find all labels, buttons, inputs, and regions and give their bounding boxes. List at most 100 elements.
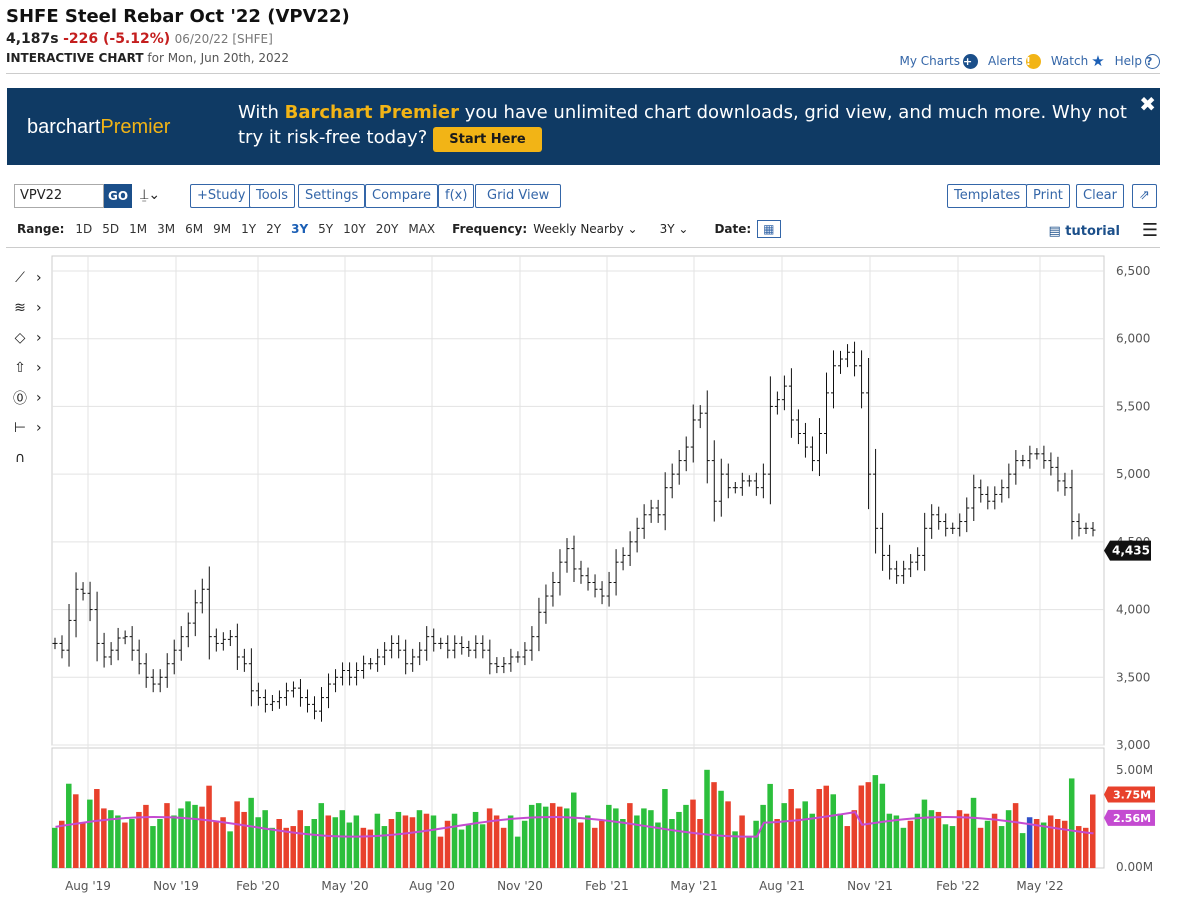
- range-1d[interactable]: 1D: [75, 222, 93, 236]
- volume-bar: [108, 810, 114, 868]
- range-max[interactable]: MAX: [408, 222, 436, 236]
- volume-bar: [1075, 826, 1082, 868]
- shape-tool[interactable]: ◇ ›: [10, 328, 46, 348]
- chevron-down-icon: ⌄: [678, 222, 689, 236]
- range-1m[interactable]: 1M: [129, 222, 148, 236]
- x-tick-label: Aug '21: [759, 879, 805, 893]
- range-20y[interactable]: 20Y: [375, 222, 399, 236]
- expand-icon[interactable]: ⇗: [1132, 184, 1157, 208]
- symbol-input[interactable]: VPV22: [14, 184, 104, 208]
- period-select[interactable]: 3Y ⌄: [659, 222, 689, 236]
- volume-bar: [276, 819, 282, 868]
- banner-text: With Barchart Premier you have unlimited…: [238, 100, 1138, 152]
- volume-bar: [606, 804, 612, 868]
- calendar-icon[interactable]: ▦: [757, 220, 781, 238]
- menu-icon[interactable]: ☰: [1141, 220, 1158, 241]
- alert-icon: !: [1025, 53, 1041, 69]
- compare-button[interactable]: Compare: [365, 184, 438, 208]
- volume-bar: [528, 804, 535, 868]
- quote-line: 4,187s -226 (-5.12%) 06/20/22 [SHFE]: [6, 31, 350, 47]
- range-5y[interactable]: 5Y: [318, 222, 334, 236]
- volume-bar: [255, 817, 261, 868]
- price-change: -226 (-5.12%): [63, 31, 171, 47]
- my-charts-link[interactable]: My Charts +: [900, 53, 978, 69]
- x-tick-label: May '22: [1016, 879, 1063, 893]
- volume-bar: [87, 799, 93, 868]
- volume-bar: [66, 783, 72, 868]
- volume-bar: [514, 836, 521, 868]
- frequency-select[interactable]: Weekly Nearby ⌄: [533, 222, 638, 236]
- volume-bar: [220, 817, 226, 868]
- volume-bar: [297, 810, 303, 868]
- settings-button[interactable]: Settings: [298, 184, 366, 208]
- star-icon: ★: [1091, 52, 1105, 70]
- range-5d[interactable]: 5D: [102, 222, 120, 236]
- range-3y[interactable]: 3Y: [291, 222, 309, 236]
- volume-bar: [914, 813, 921, 868]
- quote-date: 06/20/22 [SHFE]: [174, 32, 273, 46]
- magnet-icon: ∩: [14, 450, 26, 466]
- chevron-down-icon: ⌄: [627, 222, 638, 236]
- tools-button[interactable]: Tools: [249, 184, 296, 208]
- measure-tool[interactable]: ⊢ ›: [10, 418, 46, 438]
- volume-bar: [795, 808, 801, 868]
- volume-bar: [1019, 833, 1026, 868]
- go-button[interactable]: GO: [104, 184, 132, 208]
- magnet-tool[interactable]: ∩: [10, 448, 46, 468]
- chevron-right-icon: ›: [36, 420, 42, 436]
- alerts-link[interactable]: Alerts!: [988, 53, 1041, 69]
- fx-button[interactable]: f(x): [438, 184, 475, 208]
- drawing-tools: ⟋ › ≋ › ◇ › ⇧ › ⓪ › ⊢ › ∩: [10, 268, 46, 478]
- volume-bar: [521, 820, 528, 868]
- date-label: Date:: [714, 222, 752, 236]
- volume-bar: [599, 820, 605, 868]
- watch-link[interactable]: Watch ★: [1050, 52, 1105, 70]
- volume-bar: [94, 789, 100, 868]
- trendline-icon: ⟋: [15, 270, 25, 286]
- volume-bar: [970, 797, 977, 868]
- trendline-tool[interactable]: ⟋ ›: [10, 268, 46, 288]
- bar-type-icon[interactable]: ⍊⌄: [140, 187, 161, 203]
- volume-bar: [865, 782, 872, 868]
- volume-bar: [1005, 810, 1012, 868]
- volume-bar: [767, 783, 773, 868]
- arrow-tool[interactable]: ⇧ ›: [10, 358, 46, 378]
- grid-view-button[interactable]: Grid View: [475, 184, 562, 208]
- tutorial-link[interactable]: ▤ tutorial: [1048, 224, 1120, 239]
- range-6m[interactable]: 6M: [185, 222, 204, 236]
- print-button[interactable]: Print: [1026, 184, 1070, 208]
- clear-button[interactable]: Clear: [1076, 184, 1124, 208]
- volume-bar: [367, 829, 374, 868]
- fib-tool[interactable]: ≋ ›: [10, 298, 46, 318]
- volume-bar: [360, 827, 367, 868]
- top-links: My Charts + Alerts! Watch ★ Help?: [900, 52, 1160, 70]
- volume-bar: [718, 790, 724, 868]
- help-link[interactable]: Help?: [1115, 53, 1160, 69]
- volume-bar: [676, 811, 682, 868]
- chevron-right-icon: ›: [36, 330, 42, 346]
- close-icon[interactable]: ✖: [1139, 92, 1156, 116]
- volume-bar: [942, 824, 949, 868]
- start-here-button[interactable]: Start Here: [433, 127, 542, 152]
- volume-bar: [774, 819, 780, 868]
- range-2y[interactable]: 2Y: [266, 222, 282, 236]
- study-button[interactable]: +Study: [190, 184, 253, 208]
- range-3m[interactable]: 3M: [157, 222, 176, 236]
- templates-button[interactable]: Templates: [947, 184, 1028, 208]
- range-1y[interactable]: 1Y: [241, 222, 257, 236]
- volume-bar: [1082, 827, 1089, 868]
- volume-tick-label: 5.00M: [1116, 763, 1153, 777]
- volume-bar: [858, 785, 865, 868]
- range-10y[interactable]: 10Y: [343, 222, 366, 236]
- volume-bar: [851, 810, 858, 868]
- avg-volume-label: 2.56M: [1113, 812, 1151, 825]
- volume-bar: [928, 810, 935, 868]
- y-tick-label: 6,000: [1116, 332, 1150, 346]
- annotation-tool[interactable]: ⓪ ›: [10, 388, 46, 408]
- x-tick-label: Feb '21: [585, 879, 629, 893]
- divider: [6, 73, 1160, 74]
- volume-bar: [346, 822, 353, 868]
- volume-bar: [493, 815, 500, 868]
- range-9m[interactable]: 9M: [213, 222, 232, 236]
